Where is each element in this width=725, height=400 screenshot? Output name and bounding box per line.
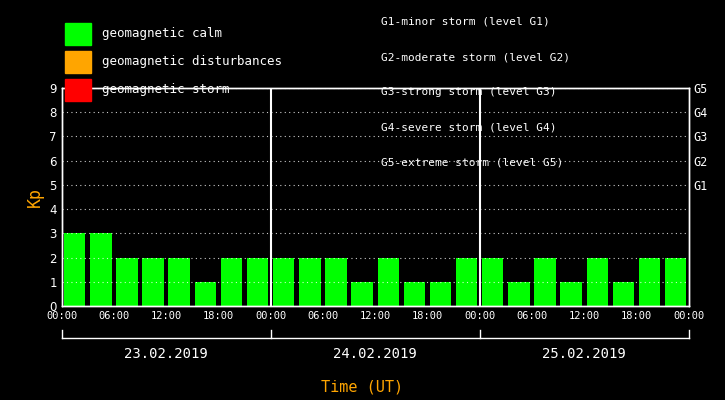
Bar bbox=[587, 258, 608, 306]
Bar bbox=[613, 282, 634, 306]
Bar bbox=[90, 233, 112, 306]
Bar bbox=[247, 258, 268, 306]
Bar bbox=[326, 258, 347, 306]
Text: geomagnetic disturbances: geomagnetic disturbances bbox=[102, 56, 281, 68]
Bar bbox=[273, 258, 294, 306]
Text: 23.02.2019: 23.02.2019 bbox=[124, 347, 208, 361]
Bar bbox=[352, 282, 373, 306]
Text: G2-moderate storm (level G2): G2-moderate storm (level G2) bbox=[381, 52, 570, 62]
Bar bbox=[404, 282, 425, 306]
Text: G1-minor storm (level G1): G1-minor storm (level G1) bbox=[381, 17, 550, 27]
Bar bbox=[168, 258, 190, 306]
Bar bbox=[534, 258, 556, 306]
Bar bbox=[430, 282, 451, 306]
Text: geomagnetic calm: geomagnetic calm bbox=[102, 28, 222, 40]
Bar bbox=[560, 282, 582, 306]
Bar bbox=[194, 282, 216, 306]
Bar bbox=[142, 258, 164, 306]
Bar bbox=[456, 258, 477, 306]
Bar bbox=[639, 258, 660, 306]
Bar bbox=[665, 258, 687, 306]
Bar bbox=[508, 282, 530, 306]
Bar bbox=[482, 258, 503, 306]
Bar bbox=[299, 258, 320, 306]
Y-axis label: Kp: Kp bbox=[25, 187, 44, 207]
Bar bbox=[378, 258, 399, 306]
Text: 24.02.2019: 24.02.2019 bbox=[334, 347, 417, 361]
Text: G4-severe storm (level G4): G4-severe storm (level G4) bbox=[381, 122, 556, 133]
Text: Time (UT): Time (UT) bbox=[321, 380, 404, 395]
Bar bbox=[64, 233, 86, 306]
Text: G3-strong storm (level G3): G3-strong storm (level G3) bbox=[381, 88, 556, 98]
Bar bbox=[220, 258, 242, 306]
Bar bbox=[116, 258, 138, 306]
Text: G5-extreme storm (level G5): G5-extreme storm (level G5) bbox=[381, 158, 563, 168]
Text: 25.02.2019: 25.02.2019 bbox=[542, 347, 626, 361]
Text: geomagnetic storm: geomagnetic storm bbox=[102, 84, 229, 96]
